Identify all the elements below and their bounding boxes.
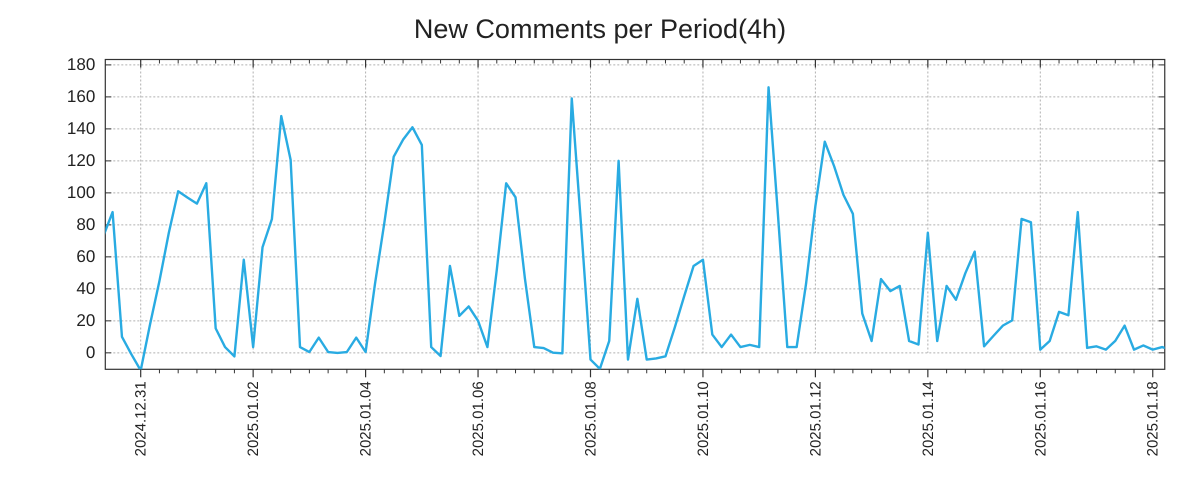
svg-text:2025.01.18: 2025.01.18: [1145, 381, 1162, 456]
svg-text:80: 80: [76, 215, 95, 234]
svg-text:120: 120: [67, 151, 95, 170]
svg-text:2025.01.06: 2025.01.06: [470, 381, 487, 456]
svg-text:20: 20: [76, 311, 95, 330]
svg-text:2025.01.10: 2025.01.10: [695, 381, 712, 456]
svg-text:180: 180: [67, 55, 95, 74]
svg-text:40: 40: [76, 279, 95, 298]
svg-text:60: 60: [76, 247, 95, 266]
svg-text:100: 100: [67, 183, 95, 202]
svg-text:2025.01.14: 2025.01.14: [920, 381, 937, 456]
svg-text:2025.01.16: 2025.01.16: [1032, 381, 1049, 456]
svg-text:2025.01.12: 2025.01.12: [807, 381, 824, 456]
svg-text:160: 160: [67, 87, 95, 106]
svg-text:140: 140: [67, 119, 95, 138]
svg-text:2024.12.31: 2024.12.31: [133, 381, 150, 456]
svg-text:0: 0: [86, 343, 95, 362]
svg-text:2025.01.04: 2025.01.04: [358, 381, 375, 456]
svg-text:2025.01.08: 2025.01.08: [583, 381, 600, 456]
svg-text:2025.01.02: 2025.01.02: [245, 381, 262, 456]
